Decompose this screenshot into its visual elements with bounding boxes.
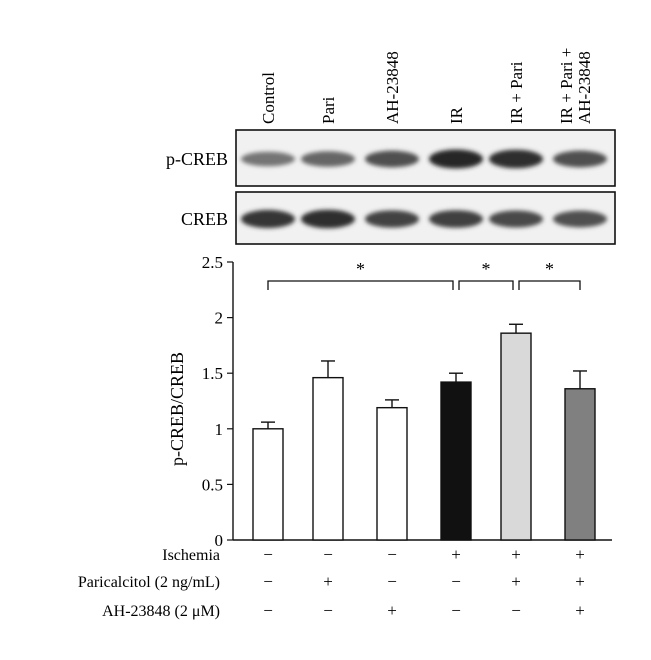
significance-star: * [482,259,491,279]
condition-mark: + [575,572,585,591]
condition-mark: + [511,545,521,564]
blot-band [489,210,543,228]
blot-row-label: p-CREB [166,149,228,169]
condition-mark: − [263,545,273,564]
condition-mark: − [451,601,461,620]
condition-mark: − [511,601,521,620]
blot-band [241,209,295,229]
blot-band [301,209,355,229]
blot-band [429,210,483,228]
significance-bracket [518,280,581,290]
condition-mark: − [323,601,333,620]
condition-mark: + [387,601,397,620]
lane-label: Pari [319,96,338,124]
condition-label: AH-23848 (2 μM) [102,603,220,620]
y-axis-label: p-CREB/CREB [167,352,187,466]
lane-label: AH-23848 [575,51,594,124]
condition-mark: − [451,572,461,591]
y-tick-label: 2.5 [202,253,223,272]
condition-mark: + [323,572,333,591]
blot-band [553,210,607,228]
lane-label: Control [259,72,278,124]
blot-band [365,150,419,168]
blot-band [365,210,419,228]
blot-panel [235,191,616,245]
bar [376,406,408,541]
condition-label: Ischemia [162,547,220,564]
lane-label: IR + Pari + [557,48,576,124]
bar [500,332,532,541]
y-tick-label: 0 [215,531,224,550]
significance-star: * [545,259,554,279]
significance-bracket [267,280,454,290]
condition-mark: + [575,545,585,564]
blot-panel [235,129,616,187]
y-tick-label: 1.5 [202,364,223,383]
blot-row-label: CREB [181,209,228,229]
bar [312,376,344,541]
bar [440,381,472,541]
condition-mark: − [263,572,273,591]
blot-band [489,149,543,169]
condition-mark: + [575,601,585,620]
lane-label: IR + Pari [507,61,526,124]
blot-band [429,149,483,169]
condition-mark: − [387,545,397,564]
lane-label: IR [447,106,466,124]
y-tick-label: 1 [215,420,224,439]
y-tick-label: 0.5 [202,475,223,494]
condition-mark: − [263,601,273,620]
condition-mark: + [511,572,521,591]
significance-star: * [356,259,365,279]
condition-mark: − [323,545,333,564]
blot-band [241,151,295,167]
blot-band [301,151,355,167]
condition-mark: + [451,545,461,564]
bar [564,388,596,541]
bar [252,428,284,541]
blot-band [553,150,607,168]
condition-label: Paricalcitol (2 ng/mL) [78,574,220,591]
significance-bracket [458,280,514,290]
lane-label: AH-23848 [383,51,402,124]
condition-mark: − [387,572,397,591]
y-tick-label: 2 [215,309,224,328]
